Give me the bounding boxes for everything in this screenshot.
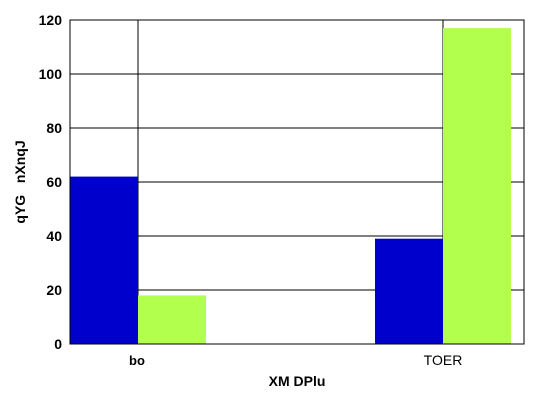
bar xyxy=(138,295,206,344)
y-tick-label: 60 xyxy=(46,174,62,190)
y-tick-label: 20 xyxy=(46,282,62,298)
x-axis-label: XM DPlu xyxy=(269,373,326,389)
y-tick-label: 0 xyxy=(54,336,62,352)
bar xyxy=(70,176,138,344)
y-tick-label: 120 xyxy=(39,12,63,28)
y-axis-label: qYG nXnqJ xyxy=(12,140,28,223)
bar xyxy=(375,238,443,344)
y-tick-label: 80 xyxy=(46,120,62,136)
bar xyxy=(443,28,511,344)
x-tick-label: TOER xyxy=(424,352,463,368)
y-tick-label: 100 xyxy=(39,66,63,82)
bars xyxy=(70,28,511,344)
plot-frame xyxy=(69,19,525,345)
x-tick-label: bo xyxy=(129,353,145,368)
x-axis-ticks: bo TOER xyxy=(129,352,462,368)
y-tick-label: 40 xyxy=(46,228,62,244)
y-axis-ticks: 0 20 40 60 80 100 120 xyxy=(39,12,63,352)
